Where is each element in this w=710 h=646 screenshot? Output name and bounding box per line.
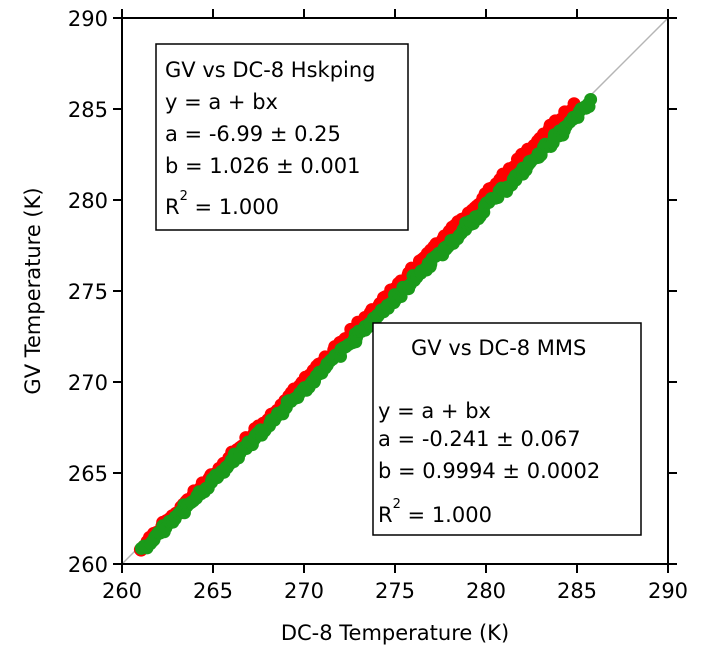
fit-box-hskping-a: a = -6.99 ± 0.25 — [165, 122, 341, 146]
y-tick-label: 270 — [68, 371, 108, 395]
y-axis-title: GV Temperature (K) — [21, 187, 45, 394]
ticks-layer: 260 265 270 275 280 285 290 260 265 270 275 280 285 2… — [68, 7, 688, 603]
fit-box-mms-r-sup: 2 — [393, 497, 401, 512]
fit-box-mms-frame — [372, 322, 642, 536]
y-tick-label: 275 — [68, 280, 108, 304]
x-tick-label: 270 — [284, 579, 324, 603]
y-tick-label: 260 — [68, 553, 108, 577]
points-layer — [133, 92, 598, 557]
fit-box-mms-r-base: R — [378, 503, 393, 527]
fit-box-mms-r-val: = 1.000 — [401, 503, 492, 527]
fit-box-mms-title: GV vs DC-8 MMS — [411, 336, 586, 360]
x-tick-label: 285 — [557, 579, 597, 603]
fit-box-hskping-r-sup: 2 — [180, 189, 188, 204]
fit-box-mms-a: a = -0.241 ± 0.067 — [378, 427, 581, 451]
fit-box-hskping: GV vs DC-8 Hskping y = a + bx a = -6.99 … — [155, 43, 409, 231]
y-tick-label: 285 — [68, 98, 108, 122]
x-tick-label: 290 — [648, 579, 688, 603]
fit-box-hskping-frame — [155, 43, 409, 231]
fit-box-hskping-r-val: = 1.000 — [188, 195, 279, 219]
x-axis-title: DC-8 Temperature (K) — [281, 621, 509, 645]
fit-box-mms-eq: y = a + bx — [378, 399, 491, 423]
y-tick-label: 290 — [68, 7, 108, 31]
x-tick-label: 280 — [466, 579, 506, 603]
fit-box-mms: GV vs DC-8 MMS y = a + bx a = -0.241 ± 0… — [372, 322, 642, 536]
fit-box-hskping-eq: y = a + bx — [165, 90, 278, 114]
data-point — [584, 92, 598, 106]
fit-box-hskping-r2: R2 = 1.000 — [165, 189, 279, 219]
x-tick-label: 260 — [102, 579, 142, 603]
fit-box-mms-b: b = 0.9994 ± 0.0002 — [378, 459, 600, 483]
y-tick-label: 265 — [68, 462, 108, 486]
fit-box-hskping-title: GV vs DC-8 Hskping — [165, 58, 376, 82]
series-2-points — [134, 92, 598, 555]
fit-box-mms-r2: R2 = 1.000 — [378, 497, 492, 527]
x-tick-label: 275 — [375, 579, 415, 603]
fit-box-hskping-r-base: R — [165, 195, 180, 219]
y-tick-label: 280 — [68, 189, 108, 213]
fit-box-hskping-b: b = 1.026 ± 0.001 — [165, 154, 360, 178]
x-tick-label: 265 — [193, 579, 233, 603]
